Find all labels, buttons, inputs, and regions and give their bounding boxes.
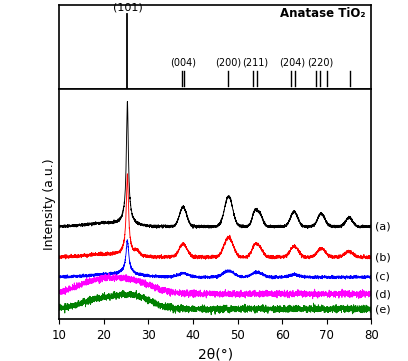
Text: (200): (200)	[215, 58, 241, 68]
Text: (204): (204)	[279, 58, 305, 68]
Text: (e): (e)	[375, 304, 390, 314]
Text: (211): (211)	[242, 58, 268, 68]
Text: (220): (220)	[307, 58, 333, 68]
Text: (101): (101)	[113, 2, 142, 12]
Text: Anatase TiO₂: Anatase TiO₂	[279, 7, 365, 20]
Text: (b): (b)	[375, 252, 390, 262]
Text: (004): (004)	[170, 58, 196, 68]
X-axis label: 2θ(°): 2θ(°)	[197, 348, 233, 361]
Text: (d): (d)	[375, 289, 391, 299]
Text: (a): (a)	[375, 222, 390, 232]
Text: (c): (c)	[375, 272, 390, 282]
Y-axis label: Intensity (a.u.): Intensity (a.u.)	[43, 159, 56, 250]
